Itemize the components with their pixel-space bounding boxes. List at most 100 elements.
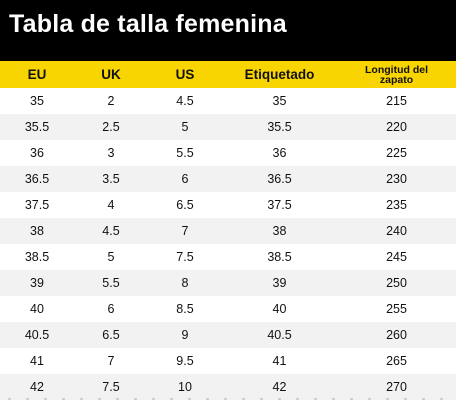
- cell-shoe-length: 260: [386, 328, 407, 342]
- cell-eu: 39: [30, 276, 44, 290]
- cell-shoe-length: 245: [386, 250, 407, 264]
- table-row: 41 7 9.5 41 265: [0, 348, 456, 374]
- cell-uk: 4: [107, 198, 115, 212]
- table-row: 37.5 4 6.5 37.5 235: [0, 192, 456, 218]
- divider-dot: [314, 398, 317, 400]
- cell-uk: 5: [107, 250, 115, 264]
- cell-label: 40: [272, 302, 287, 316]
- cell-label: 36: [272, 146, 287, 160]
- cell-eu: 35.5: [24, 120, 50, 134]
- cell-uk: 4.5: [102, 224, 120, 238]
- title-bar: Tabla de talla femenina: [0, 0, 456, 61]
- divider-dot: [404, 398, 407, 400]
- divider-dot: [368, 398, 371, 400]
- table-row: 35 2 4.5 35 215: [0, 88, 456, 114]
- cell-label: 42: [272, 380, 287, 394]
- cell-label: 39: [272, 276, 287, 290]
- table-row: 39 5.5 8 39 250: [0, 270, 456, 296]
- table-header: EU UK US Etiquetado Longitud del zapato: [0, 61, 456, 88]
- divider-dot: [152, 398, 155, 400]
- table-row: 38 4.5 7 38 240: [0, 218, 456, 244]
- cell-uk: 5.5: [102, 276, 120, 290]
- header-eu: EU: [27, 67, 47, 82]
- divider-dot: [98, 398, 101, 400]
- cell-eu: 37.5: [24, 198, 50, 212]
- cell-shoe-length: 230: [386, 172, 407, 186]
- divider-dot: [116, 398, 119, 400]
- cell-uk: 3.5: [102, 172, 120, 186]
- cell-eu: 36: [30, 146, 44, 160]
- header-label: Etiquetado: [244, 67, 315, 82]
- divider-dot: [224, 398, 227, 400]
- cell-shoe-length: 215: [386, 94, 407, 108]
- cell-us: 7.5: [176, 250, 194, 264]
- cell-shoe-length: 220: [386, 120, 407, 134]
- divider-dot: [440, 398, 443, 400]
- cell-shoe-length: 255: [386, 302, 407, 316]
- cell-label: 40.5: [267, 328, 292, 342]
- cell-eu: 38: [30, 224, 44, 238]
- divider-dot: [350, 398, 353, 400]
- cell-us: 8.5: [176, 302, 194, 316]
- divider-dot: [26, 398, 29, 400]
- cell-label: 41: [272, 354, 287, 368]
- cell-uk: 3: [107, 146, 115, 160]
- divider-dot: [260, 398, 263, 400]
- cell-shoe-length: 240: [386, 224, 407, 238]
- header-shoe-length: Longitud del zapato: [337, 61, 456, 88]
- cell-label: 37.5: [267, 198, 292, 212]
- cell-uk: 2.5: [102, 120, 120, 134]
- cell-shoe-length: 250: [386, 276, 407, 290]
- divider-dot: [134, 398, 137, 400]
- cell-label: 35.5: [267, 120, 292, 134]
- table-row: 36.5 3.5 6 36.5 230: [0, 166, 456, 192]
- cell-eu: 40: [30, 302, 44, 316]
- cell-label: 38: [272, 224, 287, 238]
- table-row: 38.5 5 7.5 38.5 245: [0, 244, 456, 270]
- header-shoe-length-line2: zapato: [379, 73, 414, 86]
- divider-dot: [206, 398, 209, 400]
- divider-dot: [170, 398, 173, 400]
- cell-label: 35: [272, 94, 287, 108]
- cell-us: 10: [178, 380, 192, 394]
- bottom-dotted-divider: [0, 397, 456, 401]
- cell-uk: 6.5: [102, 328, 120, 342]
- cell-label: 38.5: [267, 250, 292, 264]
- table-row: 42 7.5 10 42 270: [0, 374, 456, 400]
- divider-dot: [8, 398, 11, 400]
- header-uk: UK: [101, 67, 121, 82]
- cell-us: 8: [181, 276, 189, 290]
- cell-eu: 40.5: [24, 328, 50, 342]
- divider-dot: [44, 398, 47, 400]
- cell-us: 4.5: [176, 94, 194, 108]
- cell-us: 5.5: [176, 146, 194, 160]
- divider-dot: [422, 398, 425, 400]
- cell-shoe-length: 270: [386, 380, 407, 394]
- cell-uk: 7.5: [102, 380, 120, 394]
- table-row: 40 6 8.5 40 255: [0, 296, 456, 322]
- divider-dot: [386, 398, 389, 400]
- divider-dot: [80, 398, 83, 400]
- cell-us: 6.5: [176, 198, 194, 212]
- cell-eu: 42: [30, 380, 44, 394]
- cell-shoe-length: 235: [386, 198, 407, 212]
- cell-eu: 41: [30, 354, 44, 368]
- table-row: 35.5 2.5 5 35.5 220: [0, 114, 456, 140]
- table-row: 40.5 6.5 9 40.5 260: [0, 322, 456, 348]
- cell-label: 36.5: [267, 172, 292, 186]
- divider-dot: [278, 398, 281, 400]
- header-shoe-length-line1: Longitud del: [365, 63, 428, 76]
- cell-shoe-length: 265: [386, 354, 407, 368]
- cell-eu: 38.5: [24, 250, 50, 264]
- divider-dot: [188, 398, 191, 400]
- cell-us: 9.5: [176, 354, 194, 368]
- page-title: Tabla de talla femenina: [9, 10, 287, 38]
- cell-us: 5: [181, 120, 189, 134]
- cell-us: 6: [181, 172, 189, 186]
- cell-us: 7: [181, 224, 189, 238]
- cell-us: 9: [181, 328, 189, 342]
- cell-uk: 6: [107, 302, 115, 316]
- cell-eu: 36.5: [24, 172, 50, 186]
- divider-dot: [62, 398, 65, 400]
- divider-dot: [332, 398, 335, 400]
